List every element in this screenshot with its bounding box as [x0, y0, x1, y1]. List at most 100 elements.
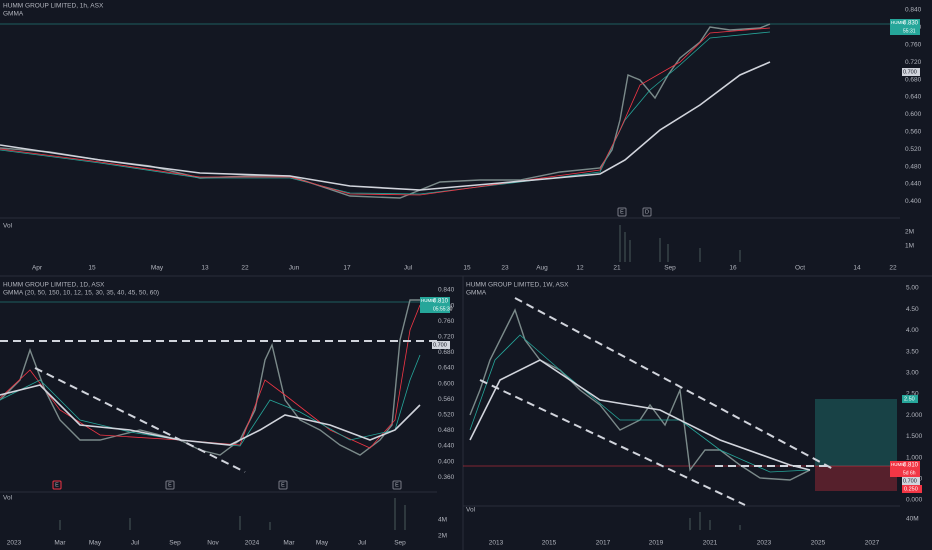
time-axis-label: 2015 — [542, 540, 557, 547]
chart-title: HUMM GROUP LIMITED, 1D, ASX — [3, 282, 105, 289]
time-axis-label: 2017 — [596, 540, 611, 547]
price-tag-symbol: HUMM — [891, 20, 905, 25]
indicator-label: GMMA — [466, 290, 487, 297]
gmma-line — [469, 359, 811, 471]
gmma-line — [0, 304, 421, 449]
time-axis-label: Jun — [289, 265, 300, 272]
event-label: E — [168, 482, 172, 488]
trend-line — [34, 367, 246, 473]
time-axis-label: 21 — [613, 265, 621, 272]
price-axis-label: 3.00 — [906, 370, 919, 377]
countdown: 5d 6h — [903, 470, 916, 476]
volume-axis-label: 2M — [438, 533, 447, 540]
price-axis-label: 0.560 — [438, 396, 455, 403]
price-series — [469, 308, 811, 481]
level-price: 0.700 — [903, 478, 917, 484]
level-tag — [902, 68, 920, 76]
price-tag — [420, 297, 450, 313]
level-tag — [432, 341, 450, 349]
time-axis-label: Mar — [54, 540, 66, 547]
price-tag — [890, 461, 920, 477]
price-axis-label: 0.400 — [905, 198, 922, 205]
level-tag — [902, 477, 920, 485]
price-axis-label: 0.760 — [438, 318, 455, 325]
trend-line — [514, 297, 836, 471]
price-tag-symbol: HUMM — [421, 298, 435, 303]
time-axis-label: May — [316, 540, 329, 547]
time-axis-label: Mar — [283, 540, 295, 547]
gmma-line — [0, 27, 771, 196]
volume-label: Vol — [3, 495, 13, 502]
volume-axis-label: 1M — [905, 243, 914, 250]
volume-axis-label: 40M — [906, 516, 919, 523]
price-axis-label: 0.600 — [438, 380, 455, 387]
price-axis-label: 0.640 — [905, 94, 922, 101]
time-axis-label: 12 — [576, 265, 584, 272]
price-axis-label: 5.00 — [906, 285, 919, 292]
countdown: 55:31 — [903, 28, 916, 34]
price-axis-label: 4.50 — [906, 306, 919, 313]
time-axis-label: 16 — [729, 265, 737, 272]
countdown: 05:55:30 — [433, 306, 453, 312]
level-price: 0.700 — [903, 69, 917, 75]
price-axis-label: 1.000 — [906, 454, 923, 461]
volume-axis-label: 2M — [905, 229, 914, 236]
time-axis-label: May — [89, 540, 102, 547]
indicator-label: GMMA (20, 50, 150, 10, 12, 15, 30, 35, 4… — [3, 290, 159, 297]
time-axis-label: 15 — [88, 265, 96, 272]
time-axis-label: Jul — [131, 540, 140, 547]
price-axis-label: 2.50 — [906, 391, 919, 398]
event-marker — [278, 480, 288, 490]
price-axis-label: 0.560 — [905, 129, 922, 136]
stop-tag — [902, 485, 922, 493]
price-axis-label: 0.400 — [438, 458, 455, 465]
event-label: E — [281, 482, 285, 488]
price-axis-label: 0.440 — [905, 181, 922, 188]
time-axis-label: 2025 — [811, 540, 826, 547]
price-axis-label: 0.000 — [906, 497, 923, 504]
time-axis-label: 14 — [853, 265, 861, 272]
time-axis-label: Sep — [664, 265, 676, 272]
event-label: D — [645, 209, 649, 215]
price-tag — [890, 19, 920, 35]
price-axis-label: 0.640 — [438, 365, 455, 372]
time-axis-label: 13 — [201, 265, 209, 272]
event-label: E — [55, 482, 59, 488]
price-axis-label: 0.680 — [905, 76, 922, 83]
event-label: E — [395, 482, 399, 488]
target-tag — [902, 395, 918, 403]
price-series — [0, 299, 420, 456]
price-series — [0, 23, 771, 199]
gmma-line — [469, 334, 811, 473]
chart-title: HUMM GROUP LIMITED, 1W, ASX — [466, 282, 569, 289]
time-axis-label: Apr — [32, 265, 43, 272]
price-axis-label: 0.440 — [438, 443, 455, 450]
price-axis-label: 0.480 — [438, 427, 455, 434]
event-marker — [642, 207, 652, 217]
price-axis-label: 0.760 — [905, 42, 922, 49]
target-zone — [815, 399, 897, 466]
time-axis-label: Jul — [404, 265, 413, 272]
time-axis-label: 2019 — [649, 540, 664, 547]
volume-bars — [59, 498, 406, 530]
event-label: E — [620, 209, 624, 215]
time-axis-label: Sep — [169, 540, 181, 547]
price-axis-label: 2.000 — [906, 412, 923, 419]
price-axis-label: 0.520 — [905, 146, 922, 153]
target-price: 2.50 — [904, 396, 915, 402]
price-axis-label: 0.680 — [438, 349, 455, 356]
level-price: 0.700 — [433, 342, 447, 348]
event-marker — [165, 480, 175, 490]
stop-zone — [815, 466, 897, 491]
price-axis-label: 0.840 — [905, 7, 922, 14]
price-axis-label: 4.00 — [906, 327, 919, 334]
time-axis-label: 22 — [241, 265, 249, 272]
gmma-line — [0, 354, 421, 447]
time-axis-label: 2023 — [757, 540, 772, 547]
gmma-line — [0, 384, 421, 446]
time-axis-label: Nov — [207, 540, 219, 547]
price-axis-label: 0.520 — [438, 412, 455, 419]
price-axis-label: 0.480 — [905, 163, 922, 170]
price-axis-label: 1.500 — [906, 433, 923, 440]
